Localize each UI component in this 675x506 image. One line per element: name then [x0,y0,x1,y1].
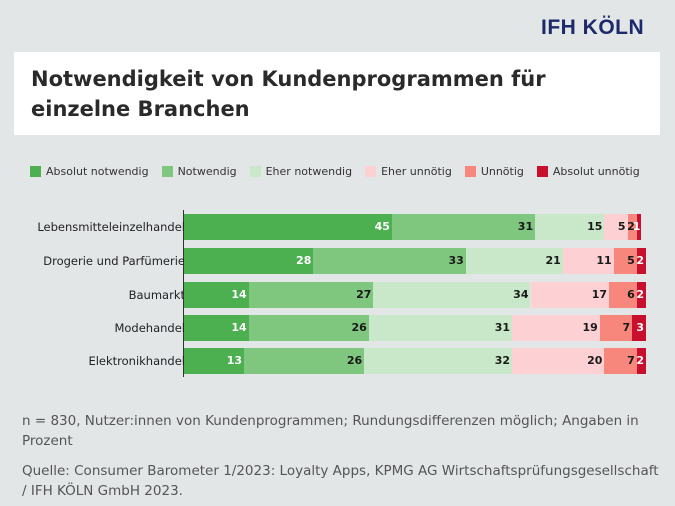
chart-title: Notwendigkeit von Kundenprogrammen für e… [31,67,546,121]
y-axis-line [183,210,184,377]
bar-segment [604,348,637,374]
bar-segment [562,248,614,274]
data-label: 6 [627,288,635,301]
bar-segment [313,248,466,274]
data-label: 13 [226,354,243,367]
legend-item: Eher unnötig [365,165,452,178]
data-label: 2 [636,254,644,267]
legend-item: Notwendig [161,165,237,178]
legend-item: Absolut unnötig [536,165,640,178]
data-label: 32 [494,354,510,367]
data-label: 26 [351,321,367,334]
sample-note: n = 830, Nutzer:innen von Kundenprogramm… [22,413,639,449]
bar-segment [599,315,633,341]
bar-segment [636,348,646,374]
legend-item: Unnötig [464,165,524,178]
data-label: 3 [636,321,644,334]
data-label: 14 [231,288,247,301]
bar-segment [248,282,374,308]
bar-segment [184,214,392,240]
bar-segment [613,248,637,274]
data-label: 14 [231,321,247,334]
category-label: Elektronikhandel [88,354,185,368]
bar-segment [184,282,249,308]
legend-label: Absolut notwendig [46,165,149,178]
data-label: 26 [346,354,363,367]
bar-segment [465,248,563,274]
data-label: 2 [636,354,644,367]
title-box: Notwendigkeit von Kundenprogrammen für e… [14,52,660,135]
bar-segment [632,315,646,341]
data-label: 33 [448,254,464,267]
bar-segment [373,282,531,308]
legend-swatch [464,166,476,177]
legend-swatch [30,166,41,177]
bar-segment [364,348,512,374]
bar-segment [627,214,637,240]
legend-item: Absolut notwendig [30,165,149,178]
bar-segment [184,248,314,274]
category-label: Lebensmitteleinzelhandel [37,220,185,234]
data-label: 20 [587,354,603,367]
data-label: 31 [494,321,511,334]
data-label: 34 [513,288,529,301]
legend-swatch [249,166,261,177]
legend-label: Unnötig [480,165,524,178]
legend-swatch [536,166,548,177]
data-label: 11 [596,254,612,267]
category-label: Drogerie und Parfümerie [43,254,185,268]
ifh-koeln-logo: IFH KÖLN [541,16,645,39]
data-label: 28 [296,254,312,267]
legend-label: Eher unnötig [381,165,452,178]
bar-segment [636,248,646,274]
legend-item: Eher notwendig [249,165,353,178]
legend-swatch [365,166,377,177]
bar-segment [512,348,605,374]
category-label: Modehandel [114,321,185,335]
legend-label: Absolut unnötig [552,165,640,178]
data-label: 2 [627,220,635,233]
data-label: 31 [517,220,534,233]
bar-segment [636,214,642,240]
data-label: 1 [632,220,641,233]
bar-segment [244,348,365,374]
bar-segment [184,348,245,374]
bar-segment [368,315,513,341]
bar-segment [391,214,536,240]
chart: Lebensmitteleinzelhandel 45 31 15 5 2 1 Drogeri… [0,200,675,380]
source-note: Quelle: Consumer Barometer 1/2023: Loyal… [22,463,659,499]
data-label: 7 [627,354,635,367]
data-label: 45 [374,220,390,233]
bar-segment [636,282,646,308]
bar-segment [535,214,605,240]
legend-swatch [161,166,173,177]
bar-segment [604,214,628,240]
legend: Absolut notwendig Notwendig Eher notwendig… [30,165,640,178]
data-label: 19 [582,321,598,334]
legend-label: Notwendig [177,165,237,178]
data-label: 15 [587,220,603,233]
data-label: 21 [545,254,561,267]
bar-segment [512,315,600,341]
data-label: 5 [627,254,635,267]
data-label: 7 [622,321,631,334]
bar-segment [609,282,637,308]
data-label: 27 [356,288,372,301]
bar-segment [184,315,249,341]
bar-segment [530,282,610,308]
category-label: Baumarkt [128,288,185,302]
legend-label: Eher notwendig [265,165,353,178]
data-label: 2 [636,288,644,301]
bar-segment [248,315,369,341]
data-label: 5 [617,220,626,233]
data-label: 17 [591,288,608,301]
